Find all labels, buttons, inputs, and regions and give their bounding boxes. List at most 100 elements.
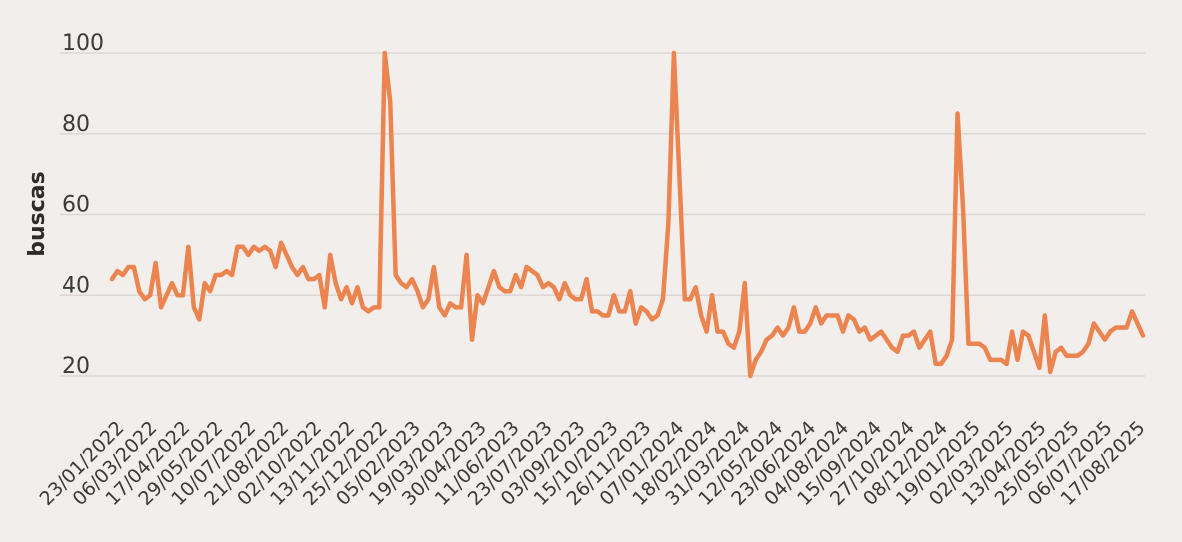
data-point (1103, 338, 1107, 342)
data-point (137, 289, 141, 293)
data-point (694, 285, 698, 289)
data-point (808, 322, 812, 326)
data-point (372, 305, 376, 309)
data-point (792, 305, 796, 309)
data-point (1114, 326, 1118, 330)
data-point (939, 362, 943, 366)
y-tick-label: 40 (62, 273, 90, 298)
data-point (530, 269, 534, 273)
data-point (306, 277, 310, 281)
data-point (557, 297, 561, 301)
data-point (737, 330, 741, 334)
data-point (345, 285, 349, 289)
data-point (454, 305, 458, 309)
data-point (388, 99, 392, 103)
data-point (1070, 354, 1074, 358)
data-point (830, 313, 834, 317)
data-point (366, 309, 370, 313)
data-point (710, 293, 714, 297)
data-point (295, 273, 299, 277)
data-point (972, 342, 976, 346)
data-point (421, 305, 425, 309)
data-point (143, 297, 147, 301)
data-point (906, 334, 910, 338)
data-point (235, 245, 239, 249)
data-point (901, 334, 905, 338)
data-point (497, 285, 501, 289)
data-point (519, 285, 523, 289)
data-point (394, 273, 398, 277)
data-point (874, 334, 878, 338)
data-point (541, 285, 545, 289)
data-point (732, 346, 736, 350)
data-point (1141, 334, 1145, 338)
data-point (781, 334, 785, 338)
data-point (705, 330, 709, 334)
data-point (1048, 370, 1052, 374)
data-point (214, 273, 218, 277)
data-point (1054, 350, 1058, 354)
data-point (999, 358, 1003, 362)
data-point (208, 289, 212, 293)
data-point (1065, 354, 1069, 358)
y-axis-title: buscas (25, 171, 50, 257)
data-point (579, 297, 583, 301)
data-point (661, 297, 665, 301)
data-point (754, 358, 758, 362)
data-point (552, 285, 556, 289)
data-point (279, 241, 283, 245)
data-point (656, 313, 660, 317)
data-point (312, 277, 316, 281)
data-point (879, 330, 883, 334)
data-point (759, 350, 763, 354)
data-point (481, 301, 485, 305)
data-point (743, 281, 747, 285)
data-point (301, 265, 305, 269)
data-point (988, 358, 992, 362)
data-point (650, 317, 654, 321)
data-point (923, 338, 927, 342)
data-point (1043, 313, 1047, 317)
data-point (274, 265, 278, 269)
data-point (819, 322, 823, 326)
data-point (928, 330, 932, 334)
data-point (596, 309, 600, 313)
data-point (983, 346, 987, 350)
data-point (825, 313, 829, 317)
data-point (246, 253, 250, 257)
data-point (121, 273, 125, 277)
data-point (263, 245, 267, 249)
data-point (1097, 330, 1101, 334)
data-point (181, 293, 185, 297)
data-point (257, 249, 261, 253)
data-point (126, 265, 130, 269)
data-point (405, 285, 409, 289)
data-point (912, 330, 916, 334)
y-tick-label: 20 (62, 354, 90, 379)
data-point (148, 293, 152, 297)
data-point (885, 338, 889, 342)
data-point (672, 51, 676, 55)
data-point (546, 281, 550, 285)
data-point (934, 362, 938, 366)
data-point (219, 273, 223, 277)
data-point (688, 297, 692, 301)
data-point (994, 358, 998, 362)
y-tick-label: 80 (62, 112, 90, 137)
data-point (535, 273, 539, 277)
data-point (617, 309, 621, 313)
data-point (192, 305, 196, 309)
data-point (677, 172, 681, 176)
data-point (721, 330, 725, 334)
data-point (846, 313, 850, 317)
data-point (1005, 362, 1009, 366)
data-point (1130, 309, 1134, 313)
data-point (197, 317, 201, 321)
data-point (770, 334, 774, 338)
data-point (748, 374, 752, 378)
data-point (339, 297, 343, 301)
data-point (186, 245, 190, 249)
data-point (317, 273, 321, 277)
data-point (797, 330, 801, 334)
